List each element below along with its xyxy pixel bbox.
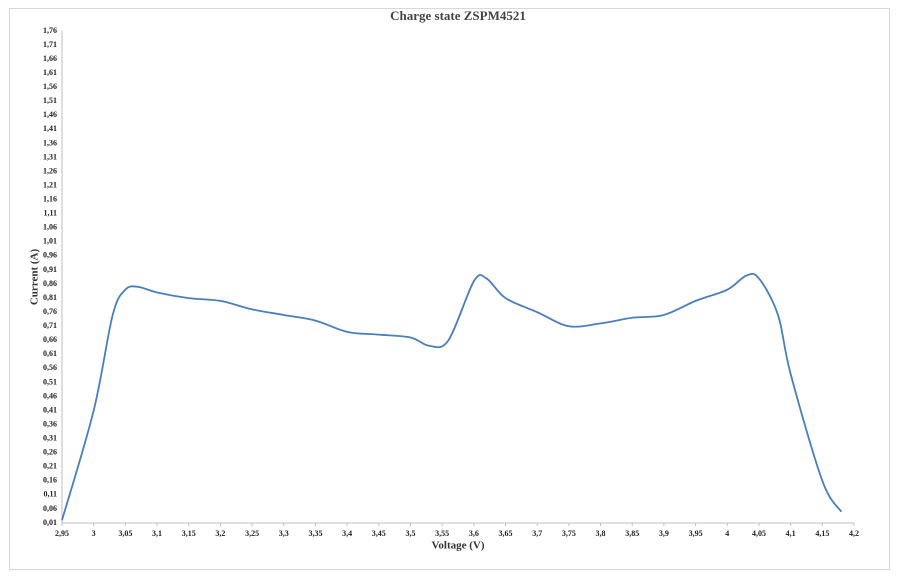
y-tick-label: 0,21 (43, 462, 57, 471)
y-tick-label: 1,56 (43, 82, 57, 91)
y-tick-label: 0,71 (43, 321, 57, 330)
y-tick-label: 1,76 (43, 26, 57, 35)
y-tick-label: 1,36 (43, 138, 57, 147)
x-tick-label: 3,4 (342, 529, 352, 538)
x-tick-label: 3,95 (689, 529, 703, 538)
y-axis-title: Current (A) (29, 249, 41, 306)
x-axis-title: Voltage (V) (431, 540, 484, 552)
y-tick-label: 0,41 (43, 405, 57, 414)
y-tick-label: 1,46 (43, 110, 57, 119)
y-tick-label: 1,01 (43, 237, 57, 246)
x-tick-label: 3,55 (435, 529, 449, 538)
y-tick-label: 0,31 (43, 433, 57, 442)
x-tick-label: 3,3 (279, 529, 289, 538)
x-tick-label: 3,65 (499, 529, 513, 538)
x-tick-label: 4,1 (786, 529, 796, 538)
y-tick-label: 0,36 (43, 419, 57, 428)
x-tick-label: 3,5 (405, 529, 415, 538)
y-tick-label: 0,91 (43, 265, 57, 274)
x-tick-label: 3,6 (469, 529, 479, 538)
x-tick-label: 3,9 (659, 529, 669, 538)
x-tick-label: 3,05 (118, 529, 132, 538)
chart-title: Charge state ZSPM4521 (390, 8, 526, 23)
y-tick-label: 0,76 (43, 307, 57, 316)
y-tick-label: 1,16 (43, 195, 57, 204)
y-tick-label: 0,61 (43, 349, 57, 358)
y-tick-label: 0,66 (43, 335, 57, 344)
y-tick-label: 1,71 (43, 40, 57, 49)
y-tick-label: 0,51 (43, 377, 57, 386)
x-tick-label: 3,25 (245, 529, 259, 538)
x-tick-label: 3,7 (532, 529, 542, 538)
x-tick-label: 3,85 (625, 529, 639, 538)
y-tick-label: 0,06 (43, 504, 57, 513)
y-tick-label: 0,81 (43, 293, 57, 302)
y-tick-label: 1,21 (43, 180, 57, 189)
y-tick-label: 1,51 (43, 96, 57, 105)
y-tick-label: 0,56 (43, 363, 57, 372)
x-tick-label: 4,15 (815, 529, 829, 538)
y-tick-label: 1,66 (43, 54, 57, 63)
x-tick-label: 4,2 (849, 529, 859, 538)
y-tick-label: 0,11 (43, 490, 57, 499)
x-tick-label: 3,8 (596, 529, 606, 538)
y-tick-label: 0,26 (43, 448, 57, 457)
x-tick-label: 3,75 (562, 529, 576, 538)
y-tick-label: 0,46 (43, 391, 57, 400)
x-tick-label: 2,95 (55, 529, 69, 538)
y-tick-label: 1,06 (43, 223, 57, 232)
x-tick-label: 3,15 (182, 529, 196, 538)
y-tick-label: 0,96 (43, 251, 57, 260)
y-tick-label: 1,41 (43, 124, 57, 133)
x-tick-label: 3,2 (215, 529, 225, 538)
y-tick-label: 0,16 (43, 476, 57, 485)
x-tick-label: 3,45 (372, 529, 386, 538)
x-tick-label: 3 (92, 529, 96, 538)
y-tick-label: 1,61 (43, 68, 57, 77)
chart-frame (9, 8, 890, 570)
x-tick-label: 4 (725, 529, 729, 538)
x-tick-label: 3,35 (308, 529, 322, 538)
x-tick-label: 4,05 (752, 529, 766, 538)
y-tick-label: 1,11 (43, 209, 57, 218)
data-line (61, 272, 843, 521)
y-tick-label: 1,26 (43, 166, 57, 175)
y-tick-label: 0,86 (43, 279, 57, 288)
y-tick-label: 0,01 (43, 518, 57, 527)
y-tick-label: 1,31 (43, 152, 57, 161)
x-tick-label: 3,1 (152, 529, 162, 538)
